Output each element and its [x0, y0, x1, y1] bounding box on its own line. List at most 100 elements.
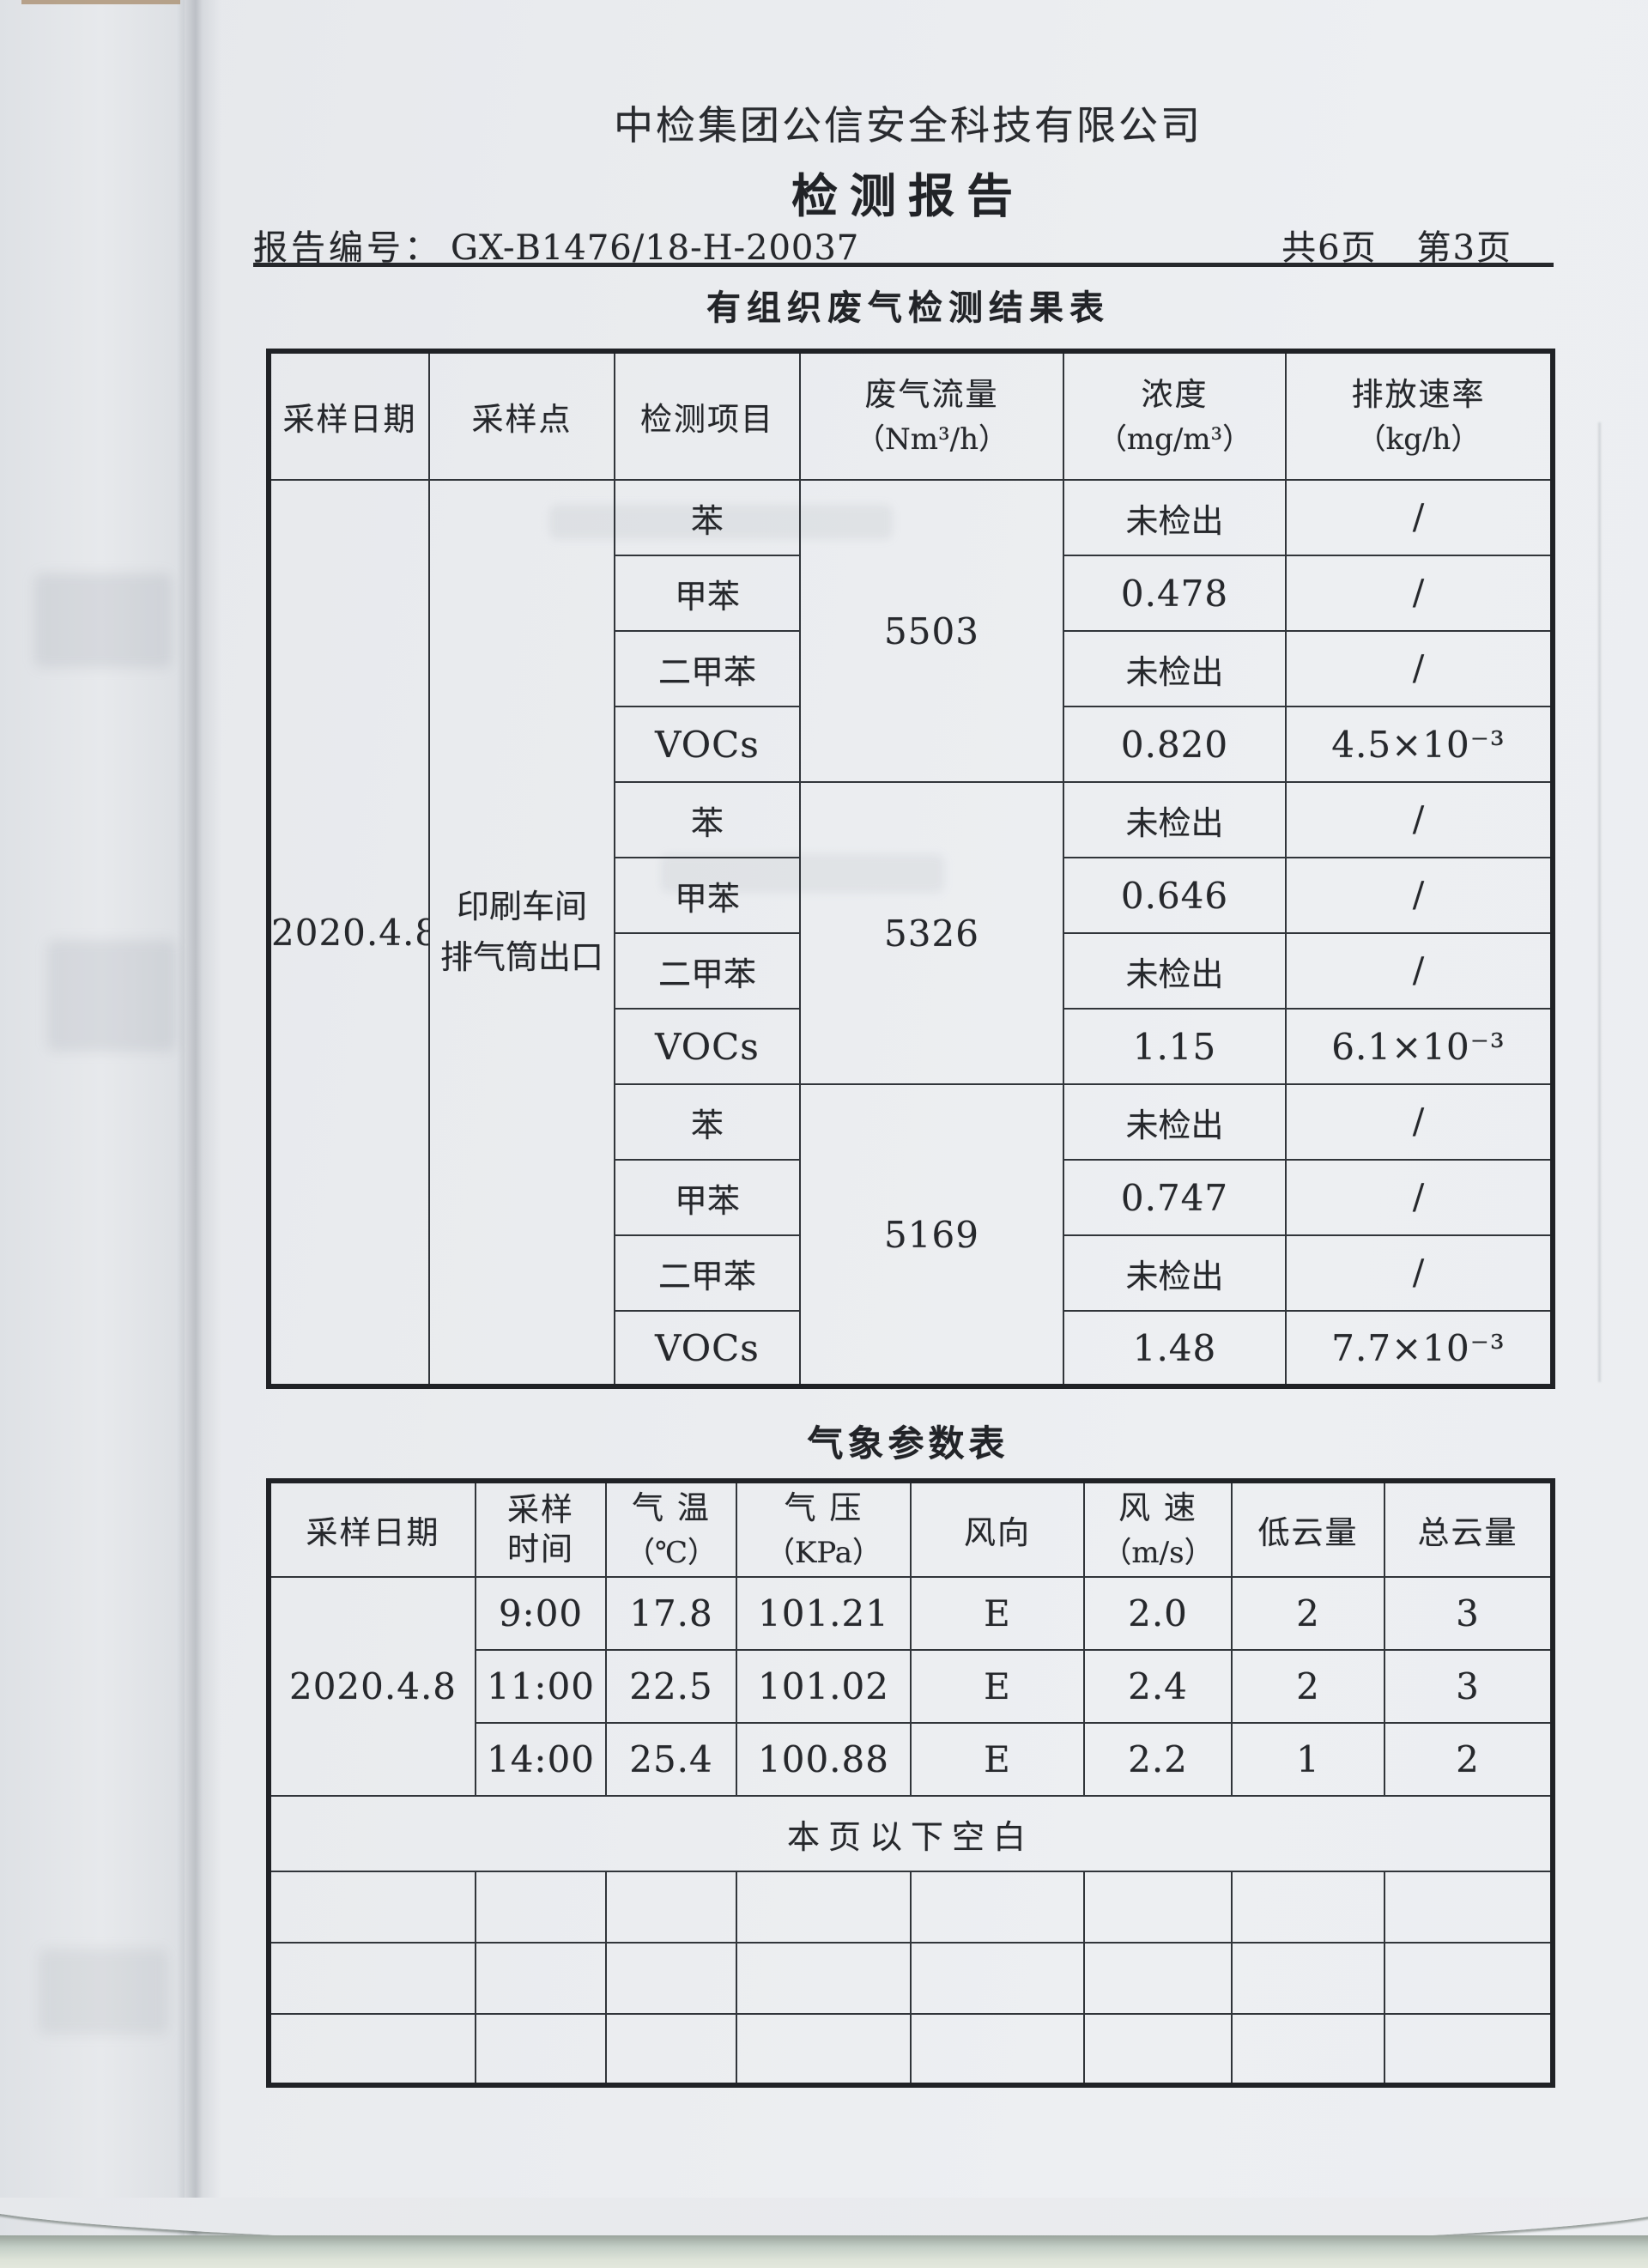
cell-rate: 7.7×10⁻³	[1285, 1310, 1554, 1387]
th-total-cloud: 总云量	[1384, 1480, 1554, 1578]
cell-total-cloud: 3	[1384, 1576, 1554, 1651]
blank-note-row: 本页以下空白	[268, 1795, 1554, 1872]
cell-concentration: 未检出	[1063, 630, 1287, 707]
empty-cell	[605, 1942, 737, 2015]
cell-concentration: 未检出	[1063, 1083, 1287, 1161]
cell-rate: /	[1285, 1234, 1554, 1312]
cell-temperature: 22.5	[605, 1649, 737, 1724]
scan-edge-artifact	[21, 0, 180, 4]
cell-sampling-date: 2020.4.8	[268, 1576, 476, 1797]
th-wind-speed: 风 速 （m/s）	[1083, 1480, 1233, 1578]
cell-concentration: 0.747	[1063, 1159, 1287, 1236]
table-header-row: 采样日期 采样点 检测项目 废气流量 （Nm³/h） 浓度 （mg/m³） 排放…	[268, 350, 1554, 481]
cell-flow: 5169	[799, 1083, 1064, 1387]
cell-low-cloud: 2	[1231, 1576, 1385, 1651]
cell-item: VOCs	[614, 1310, 801, 1387]
cell-flow: 5326	[799, 781, 1064, 1085]
cell-pressure: 101.02	[736, 1649, 912, 1724]
cell-item: 甲苯	[614, 555, 801, 632]
table-row: 二甲苯 未检出 /	[269, 1234, 1554, 1312]
empty-cell	[475, 1942, 607, 2015]
empty-cell	[1231, 2013, 1385, 2086]
cell-low-cloud: 1	[1231, 1722, 1385, 1797]
bleed-through-line	[1598, 422, 1601, 1382]
bleed-through-mark	[47, 940, 176, 1052]
emission-results-table: 采样日期 采样点 检测项目 废气流量 （Nm³/h） 浓度 （mg/m³） 排放…	[266, 349, 1555, 1389]
cell-concentration: 未检出	[1063, 932, 1287, 1010]
cell-sampling-point: 印刷车间 排气筒出口	[428, 479, 615, 1387]
th-concentration: 浓度 （mg/m³）	[1063, 350, 1287, 481]
empty-cell	[1231, 1942, 1385, 2015]
table-row: VOCs 1.48 7.7×10⁻³	[269, 1310, 1554, 1387]
blank-below-note: 本页以下空白	[268, 1795, 1554, 1872]
cell-time: 9:00	[475, 1576, 607, 1651]
report-number: GX-B1476/18-H-20037	[451, 228, 860, 268]
cell-temperature: 17.8	[605, 1576, 737, 1651]
cell-sampling-date: 2020.4.8	[268, 479, 430, 1387]
company-name: 中检集团公信安全科技有限公司	[614, 102, 1203, 149]
table-row: 甲苯 0.478 /	[269, 555, 1554, 632]
th-emission-rate: 排放速率 （kg/h）	[1285, 350, 1554, 481]
empty-cell	[268, 2013, 476, 2086]
th-air-temperature: 气 温 （℃）	[605, 1480, 737, 1578]
cell-item: 甲苯	[614, 1159, 801, 1236]
empty-cell	[910, 2013, 1085, 2086]
empty-cell	[1384, 2013, 1554, 2086]
table-row: 苯 5326 未检出 /	[269, 781, 1554, 1085]
empty-cell	[1083, 2013, 1233, 2086]
cell-rate: /	[1285, 857, 1554, 934]
th-wind-direction: 风向	[910, 1480, 1085, 1578]
report-number-label: 报告编号：	[253, 228, 442, 268]
cell-temperature: 25.4	[605, 1722, 737, 1797]
empty-table-row	[268, 1942, 1554, 2015]
table-row: 苯 5169 未检出 /	[269, 1083, 1554, 1387]
cell-rate: /	[1285, 479, 1554, 556]
cell-rate: 4.5×10⁻³	[1285, 706, 1554, 783]
cell-rate: /	[1285, 1159, 1554, 1236]
previous-page-edge	[0, 0, 185, 2268]
empty-table-row	[268, 1871, 1554, 1944]
table-row: 2020.4.8 9:00 17.8 101.21 E 2.0 2 3	[268, 1576, 1554, 1797]
cell-flow: 5503	[799, 479, 1064, 783]
th-gas-flow: 废气流量 （Nm³/h）	[799, 350, 1064, 481]
th-low-cloud: 低云量	[1231, 1480, 1385, 1578]
cell-item: 苯	[614, 781, 801, 858]
cell-item: 甲苯	[614, 857, 801, 934]
scan-bottom-edge	[0, 2235, 1648, 2268]
cell-item: 二甲苯	[614, 932, 801, 1010]
th-sampling-date: 采样日期	[268, 350, 430, 481]
cell-concentration: 未检出	[1063, 479, 1287, 556]
cell-concentration: 1.15	[1063, 1008, 1287, 1085]
empty-cell	[605, 2013, 737, 2086]
empty-cell	[910, 1942, 1085, 2015]
weather-table-title: 气象参数表	[807, 1422, 1009, 1464]
total-pages: 共6页	[1281, 228, 1378, 268]
th-sampling-time: 采样 时间	[475, 1480, 607, 1578]
cell-low-cloud: 2	[1231, 1649, 1385, 1724]
table-row: 二甲苯 未检出 /	[269, 932, 1554, 1010]
empty-cell	[1231, 1871, 1385, 1944]
empty-cell	[475, 1871, 607, 1944]
cell-concentration: 0.820	[1063, 706, 1287, 783]
empty-cell	[1384, 1942, 1554, 2015]
empty-cell	[910, 1871, 1085, 1944]
cell-concentration: 0.478	[1063, 555, 1287, 632]
cell-wind-direction: E	[910, 1576, 1085, 1651]
cell-wind-speed: 2.2	[1083, 1722, 1233, 1797]
empty-cell	[268, 1871, 476, 1944]
page-indicator: 共6页 第3页	[1281, 220, 1512, 270]
th-air-pressure: 气 压 （KPa）	[736, 1480, 912, 1578]
th-test-item: 检测项目	[614, 350, 801, 481]
empty-cell	[736, 1871, 912, 1944]
th-sampling-point: 采样点	[428, 350, 615, 481]
empty-table-row	[268, 2013, 1554, 2086]
empty-cell	[736, 1942, 912, 2015]
table-row: 11:00 22.5 101.02 E 2.4 2 3	[269, 1649, 1554, 1724]
cell-rate: /	[1285, 781, 1554, 858]
table-row: 甲苯 0.646 /	[269, 857, 1554, 934]
cell-rate: /	[1285, 1083, 1554, 1161]
empty-cell	[1083, 1871, 1233, 1944]
cell-rate: /	[1285, 630, 1554, 707]
table-header-row: 采样日期 采样 时间 气 温 （℃） 气 压 （KPa） 风向 风 速 （m/s…	[268, 1480, 1554, 1578]
